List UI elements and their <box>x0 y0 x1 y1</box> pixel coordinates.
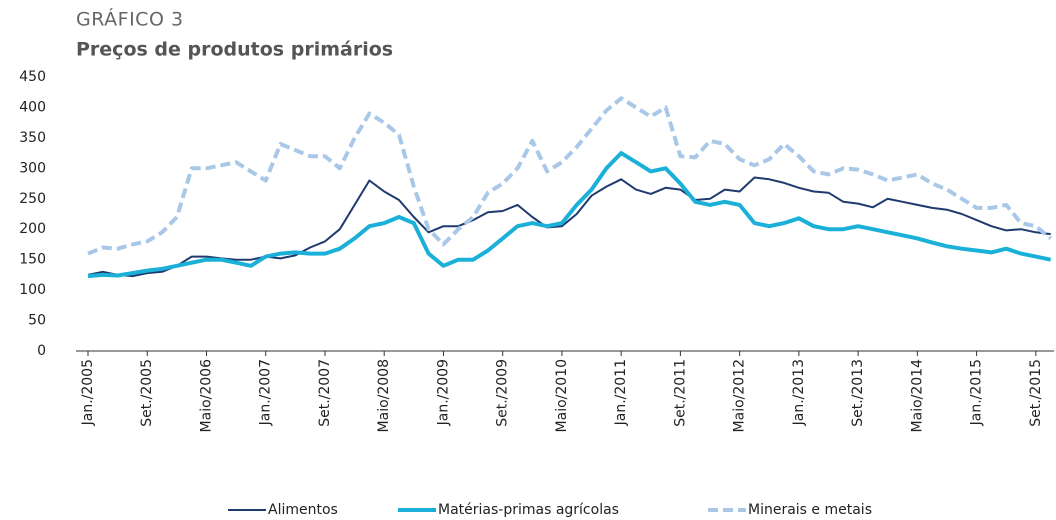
x-tick-label: Maio/2014 <box>909 359 925 433</box>
x-tick-label: Jan./2013 <box>791 359 807 426</box>
chart-kicker: GRÁFICO 3 <box>76 8 184 31</box>
y-tick-label: 200 <box>19 221 46 237</box>
series-line <box>87 176 1051 278</box>
y-tick-label: 0 <box>37 343 46 359</box>
y-tick-label: 350 <box>19 130 46 146</box>
x-tick-label: Maio/2012 <box>732 359 748 432</box>
y-tick-label: 250 <box>19 191 46 207</box>
x-tick-label: Jan./2005 <box>80 359 96 426</box>
x-tick-label: Set./2009 <box>495 359 511 427</box>
x-tick-label: Set./2011 <box>672 359 688 427</box>
y-tick-label: 150 <box>19 252 46 268</box>
x-tick-label: Maio/2006 <box>198 359 214 433</box>
x-tick-label: Jan./2015 <box>969 359 985 426</box>
x-tick-label: Set./2005 <box>139 359 155 427</box>
y-tick-label: 400 <box>19 99 46 115</box>
series-line <box>87 96 1052 256</box>
y-tick-label: 100 <box>19 282 46 298</box>
legend-label: Matérias-primas agrícolas <box>438 502 619 518</box>
chart-title: Preços de produtos primários <box>76 39 393 61</box>
y-tick-label: 300 <box>19 160 46 176</box>
x-tick-label: Set./2007 <box>317 359 333 427</box>
x-tick-label: Jan./2009 <box>435 359 451 426</box>
x-tick-label: Maio/2008 <box>376 359 392 432</box>
x-tick-label: Maio/2010 <box>554 359 570 432</box>
legend-label: Alimentos <box>268 502 338 518</box>
y-tick-label: 450 <box>19 69 46 85</box>
x-tick-label: Jan./2007 <box>258 359 274 426</box>
y-tick-label: 50 <box>28 313 46 329</box>
legend-label: Minerais e metais <box>748 502 872 518</box>
x-tick-label: Jan./2011 <box>613 359 629 426</box>
series-line <box>87 151 1052 279</box>
x-tick-label: Set./2013 <box>850 359 866 427</box>
x-tick-label: Set./2015 <box>1028 359 1044 427</box>
